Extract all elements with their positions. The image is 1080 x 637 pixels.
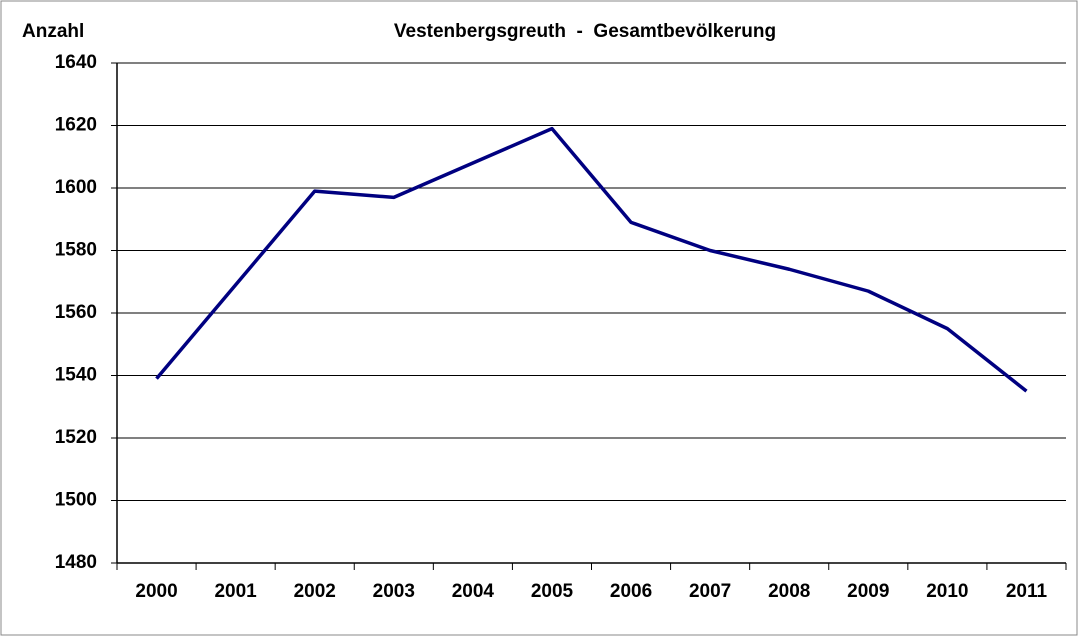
x-tick-label: 2005 (531, 581, 574, 602)
x-tick-label: 2002 (294, 581, 336, 602)
y-tick-label: 1540 (55, 365, 97, 386)
y-tick-label: 1480 (55, 552, 97, 573)
x-tick-label: 2004 (452, 581, 495, 602)
y-tick-label: 1640 (55, 52, 97, 73)
y-tick-label: 1520 (55, 427, 97, 448)
x-tick-label: 2000 (135, 581, 177, 602)
x-tick-label: 2010 (926, 581, 968, 602)
y-axis-label: Anzahl (22, 21, 84, 42)
y-tick-label: 1620 (55, 115, 97, 136)
x-tick-label: 2006 (610, 581, 652, 602)
y-tick-label: 1580 (55, 240, 97, 261)
y-tick-label: 1500 (55, 490, 97, 511)
data-line (155, 126, 1028, 393)
y-tick-label: 1560 (55, 302, 97, 323)
chart-title: Vestenbergsgreuth - Gesamtbevölkerung (394, 21, 776, 42)
x-tick-label: 2001 (214, 581, 257, 602)
y-tick-label: 1600 (55, 177, 97, 198)
x-tick-label: 2008 (768, 581, 810, 602)
x-tick-label: 2007 (689, 581, 731, 602)
x-tick-label: 2009 (847, 581, 889, 602)
x-tick-label: 2011 (1006, 581, 1048, 602)
x-tick-label: 2003 (373, 581, 415, 602)
